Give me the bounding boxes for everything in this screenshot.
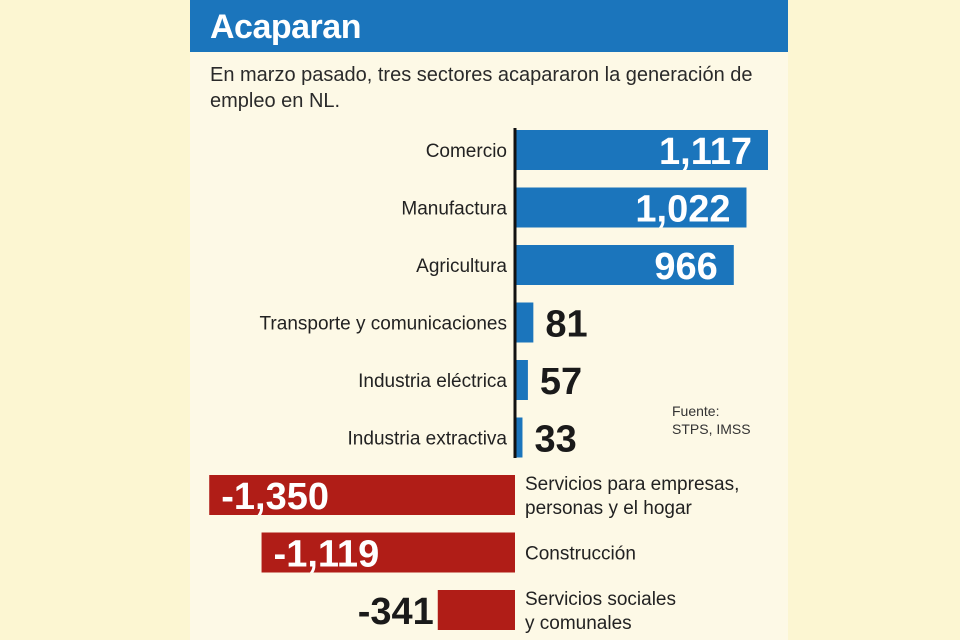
category-label: Comercio	[426, 141, 507, 162]
chart-title: Acaparan	[210, 8, 361, 46]
category-label: Industria extractiva	[348, 429, 508, 450]
category-label: Industria eléctrica	[358, 371, 507, 392]
category-label: Servicios sociales y comunales	[525, 589, 676, 634]
bar	[261, 532, 515, 573]
bar	[515, 417, 523, 458]
bar	[515, 130, 768, 170]
data-label: 57	[540, 361, 582, 403]
data-label: 966	[654, 246, 717, 288]
data-label: -341	[358, 591, 434, 633]
category-label: Transporte y comunicaciones	[260, 314, 507, 335]
data-label: -1,350	[221, 476, 329, 518]
source-note: Fuente: STPS, IMSS	[672, 403, 751, 437]
data-label: 81	[545, 304, 587, 346]
bar	[515, 187, 747, 228]
data-label: -1,119	[274, 534, 380, 576]
category-label: Manufactura	[401, 199, 507, 220]
bar	[209, 475, 516, 515]
category-label: Construcción	[525, 544, 636, 565]
bar	[515, 245, 734, 285]
bar	[515, 302, 534, 343]
chart-subtitle: En marzo pasado, tres sectores acapararo…	[210, 64, 753, 112]
data-label: 1,117	[659, 131, 752, 173]
category-label: Servicios para empresas, personas y el ho…	[525, 474, 739, 519]
data-label: 1,022	[635, 189, 730, 231]
category-label: Agricultura	[416, 256, 507, 277]
data-label: 33	[534, 419, 576, 461]
bar	[515, 360, 528, 400]
title-bar	[190, 0, 788, 52]
bar	[437, 590, 515, 630]
